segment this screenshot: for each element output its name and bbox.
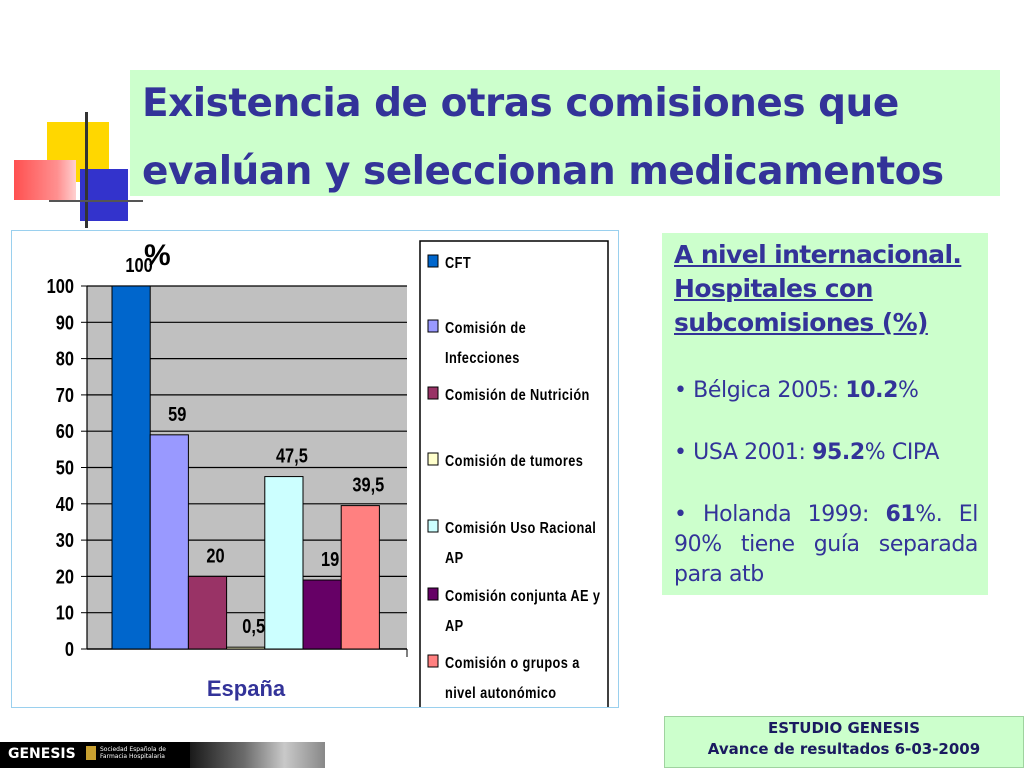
y-tick-label-30: 30 <box>56 529 74 552</box>
info-item-usa: • USA 2001: 95.2% CIPA <box>674 440 940 465</box>
data-label-3: 20 <box>206 544 224 567</box>
data-label-2: 59 <box>168 402 186 425</box>
legend-swatch-2 <box>427 319 439 333</box>
y-tick-label-60: 60 <box>56 420 74 443</box>
y-tick-label-90: 90 <box>56 311 74 334</box>
decor-blue-square <box>80 169 128 221</box>
legend-swatch-1 <box>427 254 439 268</box>
bar-7 <box>340 505 380 650</box>
y-tick-label-50: 50 <box>56 456 74 479</box>
legend-label-6-line-1: Comisión conjunta AE y <box>445 588 600 606</box>
data-label-1: 100 <box>125 253 152 276</box>
slide-title: Existencia de otras comisiones que evalú… <box>142 70 1002 206</box>
y-tick-label-100: 100 <box>47 274 74 297</box>
bar-1 <box>111 285 151 650</box>
legend-label-2-line-2: Infecciones <box>445 350 520 368</box>
society-crest-icon <box>86 746 96 760</box>
bar-4 <box>226 646 266 650</box>
legend-label-5-line-1: Comisión Uso Racional <box>445 520 596 538</box>
info-item-belgica: • Bélgica 2005: 10.2% <box>674 378 919 403</box>
y-tick-label-10: 10 <box>56 601 74 624</box>
bar-6 <box>302 579 342 650</box>
legend-label-4-line-1: Comisión de tumores <box>445 453 583 471</box>
data-label-4: 0,5 <box>242 615 265 638</box>
title-line-1: Existencia de otras comisiones que <box>142 81 899 126</box>
branding-photo <box>190 742 325 768</box>
legend-box <box>419 240 609 707</box>
footer-date: Avance de resultados 6-03-2009 <box>707 740 981 758</box>
y-tick-label-20: 20 <box>56 565 74 588</box>
legend-label-3-line-1: Comisión de Nutrición <box>445 387 590 405</box>
bar-chart: 0 10 20 30 40 50 60 70 80 90 100 100 59 20 0,5 47,5 19 39… <box>47 239 609 707</box>
y-tick-label-70: 70 <box>56 383 74 406</box>
legend-label-1-line-1: CFT <box>445 255 471 273</box>
legend-swatch-5 <box>427 519 439 533</box>
chart-frame: 0 10 20 30 40 50 60 70 80 90 100 100 59 20 0,5 47,5 19 39… <box>11 230 619 708</box>
x-axis-label: España <box>207 676 286 701</box>
data-label-7: 39,5 <box>352 473 384 496</box>
genesis-logo: GENESIS <box>8 746 76 762</box>
y-tick-label-40: 40 <box>56 492 74 515</box>
legend-label-7-line-2: nivel autonómico <box>445 685 557 703</box>
legend-label-7-line-1: Comisión o grupos a <box>445 655 580 673</box>
info-panel <box>662 233 988 595</box>
info-heading: A nivel internacional. Hospitales con su… <box>674 240 962 337</box>
bar-2 <box>149 434 189 650</box>
decor-vertical-line <box>85 112 88 228</box>
legend-label-6-line-2: AP <box>445 618 464 636</box>
legend-swatch-3 <box>427 386 439 400</box>
y-tick-label-80: 80 <box>56 347 74 370</box>
decor-horizontal-line <box>49 200 143 202</box>
legend-swatch-4 <box>427 452 439 466</box>
society-name: Sociedad Española de Farmacia Hospitalar… <box>100 746 166 760</box>
legend-label-5-line-2: AP <box>445 550 464 568</box>
chart-title: % <box>144 239 171 272</box>
data-label-5: 47,5 <box>276 444 308 467</box>
y-tick-label-0: 0 <box>65 637 74 660</box>
legend-label-2-line-1: Comisión de <box>445 320 526 338</box>
title-background <box>130 70 1000 196</box>
bar-3 <box>187 575 228 650</box>
info-item-holanda: • Holanda 1999: 61%. El 90% tiene guía s… <box>674 502 978 587</box>
legend-swatch-7 <box>427 654 439 668</box>
bar-5 <box>264 476 304 650</box>
decor-red-square <box>14 160 76 200</box>
legend-swatch-6 <box>427 587 439 601</box>
footer-study-name: ESTUDIO GENESIS <box>767 719 920 737</box>
data-label-6: 19 <box>321 547 339 570</box>
title-line-2: evalúan y seleccionan medicamentos <box>142 149 944 194</box>
